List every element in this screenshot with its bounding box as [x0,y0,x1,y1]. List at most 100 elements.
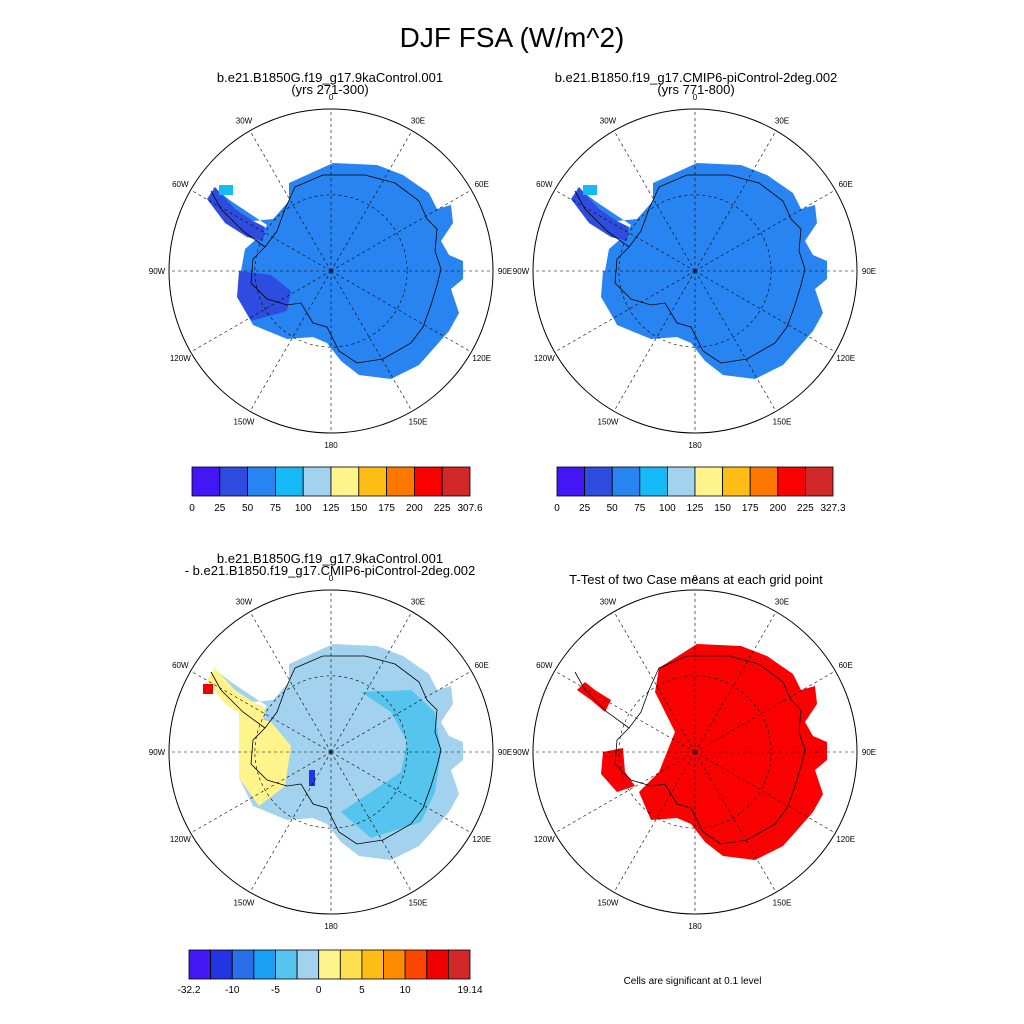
longitude-label: 30W [236,597,253,606]
longitude-label: 150E [773,899,792,908]
longitude-label: 30E [411,597,425,606]
colorbar-tick-label: 175 [741,503,759,514]
coastline [250,174,442,364]
longitude-label: 60E [839,661,853,670]
colorbar-swatch [219,466,249,497]
longitude-label: 0 [329,574,334,583]
longitude-label: 90W [513,267,530,276]
colorbar-swatch [556,466,586,497]
meridian-line [330,270,472,353]
meridian-line [249,611,332,753]
meridian-line [190,670,332,753]
low-difference-cell [309,770,315,786]
colorbar-tick-label: 175 [378,503,395,514]
meridian-line [554,270,696,353]
meridian-line [554,751,696,834]
map-boundary [168,589,494,915]
colorbar-swatch [404,949,428,980]
meridian-line [613,270,696,412]
polar-map-panel-3: 0 30E 60E 90E 120E 150E 180 150W 120W 90W 60W 30W [149,574,512,931]
meridian-line [249,751,332,893]
colorbar-tick-label: 125 [322,503,340,514]
colorbar-swatch [330,466,360,497]
colorbar-swatch [805,466,834,497]
peninsula-coastline [210,671,266,729]
colorbar-swatch [361,949,384,980]
colorbar-swatch [247,466,276,497]
meridian-line [694,670,836,753]
colorbar-tick-label: 10 [399,985,411,996]
longitude-label: 60W [536,180,553,189]
colorbar-swatch [722,466,751,497]
colorbar-tick-label: 327.3 [820,503,846,514]
colorbar-swatch [611,466,641,497]
meridian-line [694,751,836,834]
longitude-label: 60E [475,661,489,670]
longitude-label: 0 [329,93,334,102]
longitude-label: 60W [172,180,189,189]
colorbar-swatch [749,466,779,497]
longitude-label: 120W [170,354,191,363]
meridian-line [694,130,777,272]
meridian-line [694,189,836,272]
peninsula-low-values [207,187,265,241]
colorbar-swatch [296,949,320,980]
colorbar-swatch [777,466,806,497]
colorbar-swatch [188,949,212,980]
coastline [614,655,806,845]
colorbar-swatch [383,949,406,980]
colorbar-swatch [210,949,233,980]
meridian-line [613,751,696,893]
longitude-label: 120W [534,354,555,363]
colorbar-tick-label: 5 [359,985,365,996]
peninsula-positive-cells [207,668,265,722]
colorbar-tick-label: 225 [433,503,451,514]
meridian-line [694,270,777,412]
longitude-label: 60W [172,661,189,670]
latitude-circle [618,675,772,829]
longitude-label: 150E [773,418,792,427]
peninsula-coastline [210,190,266,248]
meridian-line [330,751,472,834]
colorbar-tick-label: -10 [224,985,240,996]
colorbar-swatch [667,466,696,497]
peninsula-tip-cell [219,185,233,195]
polar-map-panel-2: 0 30E 60E 90E 120E 150E 180 150W 120W 90W 60W 30W [513,93,876,450]
colorbar-tick-label: 100 [294,503,312,514]
peninsula-coastline [574,190,630,248]
colorbar-tick-label: 50 [242,503,254,514]
meridian-line [613,130,696,272]
peninsula-high-cell [203,684,213,694]
longitude-label: 30W [236,116,253,125]
longitude-label: 30W [600,116,617,125]
colorbar-abs2 [556,466,834,497]
meridian-line [613,611,696,753]
colorbar-tick-label: 25 [579,503,591,514]
longitude-label: 150W [598,899,619,908]
colorbar-swatch [318,949,341,980]
longitude-label: 120E [836,354,855,363]
colorbar-tick-label: 150 [714,503,731,514]
longitude-label: 180 [688,441,702,450]
longitude-label: 150E [409,899,428,908]
significance-note: Cells are significant at 0.1 level [623,976,762,987]
colorbar-swatch [191,466,221,497]
peninsula-coastline [574,671,630,729]
coastline [614,174,806,364]
panel-2-title-line2: (yrs 771-800) [657,82,735,97]
colorbar-swatch [231,949,255,980]
longitude-label: 120W [170,835,191,844]
colorbar-tick-label: 25 [214,503,226,514]
peninsula-low-values [571,187,629,241]
longitude-label: 150W [598,418,619,427]
meridian-line [694,270,836,353]
colorbar-swatch [253,949,276,980]
colorbar-swatch [426,949,449,980]
longitude-label: 60W [536,661,553,670]
colorbar-tick-label: 75 [634,503,646,514]
latitude-circle [254,194,408,348]
panel-1-title-line1: b.e21.B1850G.f19_g17.9kaControl.001 [216,70,444,85]
longitude-label: 0 [693,574,698,583]
colorbar-swatch [274,466,304,497]
longitude-label: 120E [836,835,855,844]
